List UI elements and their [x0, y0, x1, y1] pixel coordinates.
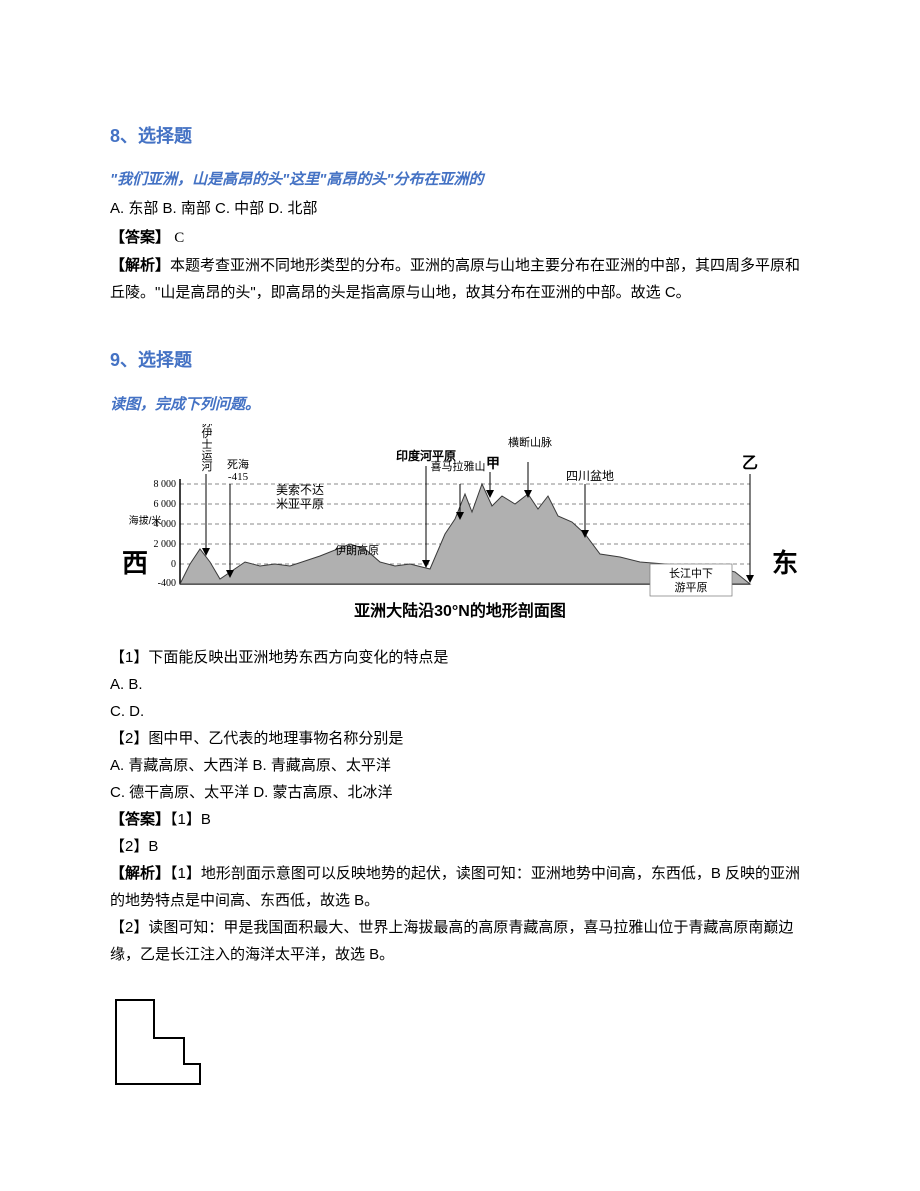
svg-text:美索不达: 美索不达	[276, 483, 324, 497]
east-label: 东	[772, 548, 798, 578]
svg-text:海拔/米: 海拔/米	[129, 514, 162, 527]
step-shape-icon	[110, 994, 810, 1099]
q8-answer-line: 【答案】 C	[110, 224, 810, 252]
q8-answer-label: 【答案】	[110, 229, 170, 246]
q8-answer: C	[174, 230, 184, 246]
figure-title: 亚洲大陆沿30°N的地形剖面图	[354, 601, 566, 620]
svg-text:苏伊士运河: 苏伊士运河	[200, 424, 213, 472]
q9-explain2: 【2】读图可知：甲是我国面积最大、世界上海拔最高的高原青藏高原，喜马拉雅山位于青…	[110, 914, 810, 968]
q8-options: A. 东部 B. 南部 C. 中部 D. 北部	[110, 195, 810, 222]
q8-explain-block: 【解析】本题考查亚洲不同地形类型的分布。亚洲的高原与山地主要分布在亚洲的中部，其…	[110, 252, 810, 306]
svg-text:横断山脉: 横断山脉	[508, 435, 552, 449]
q9-answer2: 【2】B	[110, 833, 810, 860]
q9-sq2-label: 【2】图中甲、乙代表的地理事物名称分别是	[110, 725, 810, 752]
svg-text:游平原: 游平原	[675, 581, 708, 594]
q8-stem: "我们亚洲，山是高昂的头"这里"高昂的头"分布在亚洲的	[110, 166, 810, 193]
q9-sq1-cd: C. D.	[110, 698, 810, 725]
q9-explain1-block: 【解析】【1】地形剖面示意图可以反映地势的起伏，读图可知：亚洲地势中间高，东西低…	[110, 860, 810, 914]
q9-heading: 9、选择题	[110, 344, 810, 376]
q9-sq2-a: A. 青藏高原、大西洋 B. 青藏高原、太平洋	[110, 752, 810, 779]
west-label: 西	[122, 548, 148, 578]
q9-sq1-label: 【1】下面能反映出亚洲地势东西方向变化的特点是	[110, 644, 810, 671]
q9-answer1: 【1】B	[170, 811, 211, 828]
q9-sq1-ab: A. B.	[110, 671, 810, 698]
svg-text:8 000: 8 000	[154, 479, 177, 490]
svg-text:伊朗高原: 伊朗高原	[335, 543, 379, 557]
svg-text:6 000: 6 000	[154, 499, 177, 510]
q9-sq2-c: C. 德干高原、太平洋 D. 蒙古高原、北冰洋	[110, 779, 810, 806]
svg-text:0: 0	[171, 559, 176, 570]
svg-text:乙: 乙	[742, 455, 758, 472]
svg-text:甲: 甲	[486, 456, 500, 472]
q9-answer-label: 【答案】	[110, 811, 170, 828]
svg-text:-400: -400	[158, 578, 176, 589]
svg-text:-415: -415	[228, 471, 249, 483]
svg-text:米亚平原: 米亚平原	[276, 497, 324, 511]
svg-text:长江中下: 长江中下	[669, 567, 713, 580]
q9-explain-label: 【解析】	[110, 865, 170, 882]
q8-explain: 本题考查亚洲不同地形类型的分布。亚洲的高原与山地主要分布在亚洲的中部，其四周多平…	[110, 257, 800, 301]
svg-text:死海: 死海	[227, 457, 249, 471]
profile-figure: 8 000 6 000 4 000 2 000 0 -400 海拔/米 西 东	[110, 424, 810, 630]
q9-explain1: 【1】地形剖面示意图可以反映地势的起伏，读图可知：亚洲地势中间高，东西低，B 反…	[110, 865, 800, 909]
q8-explain-label: 【解析】	[110, 257, 170, 274]
q9-stem: 读图，完成下列问题。	[110, 391, 810, 418]
svg-text:喜马拉雅山: 喜马拉雅山	[431, 459, 486, 473]
svg-text:2 000: 2 000	[154, 539, 177, 550]
svg-text:四川盆地: 四川盆地	[566, 469, 614, 483]
q9-answer-line: 【答案】【1】B	[110, 806, 810, 833]
q8-heading: 8、选择题	[110, 120, 810, 152]
